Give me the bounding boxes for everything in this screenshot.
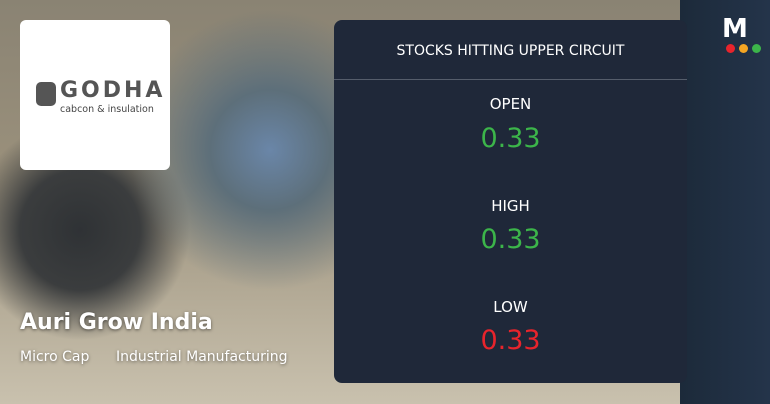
brand-logo: M (722, 14, 748, 44)
logo: GODHA cabcon & insulation (20, 20, 170, 170)
logo-name: GODHA (60, 78, 166, 103)
company-name: Auri Grow India (20, 310, 213, 335)
row-value: 0.33 (480, 224, 541, 255)
row-label: HIGH (491, 197, 530, 215)
brand-dot (739, 44, 748, 53)
row-value: 0.33 (480, 325, 541, 356)
row-label: LOW (493, 298, 528, 316)
row-value: 0.33 (480, 123, 541, 154)
separator (334, 79, 687, 80)
company-tag: Industrial Manufacturing (116, 349, 288, 365)
logo-tagline: cabcon & insulation (60, 104, 154, 115)
row-label: OPEN (489, 95, 532, 113)
company-tag: Micro Cap (20, 349, 90, 365)
logo-icon (36, 82, 56, 106)
background-chart (680, 0, 770, 404)
brand-dot (726, 44, 735, 53)
brand-dot (752, 44, 761, 53)
circuit-panel: STOCKS HITTING UPPER CIRCUIT OPEN 0.33 H… (334, 20, 687, 383)
panel-title: STOCKS HITTING UPPER CIRCUIT (396, 43, 625, 59)
